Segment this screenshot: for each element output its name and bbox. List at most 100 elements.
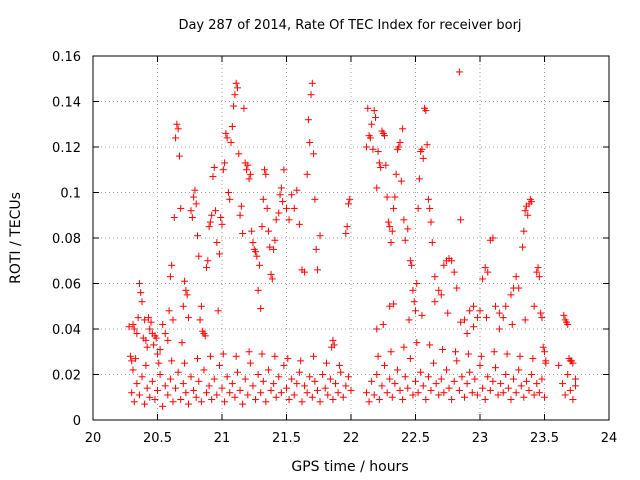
- data-point: [308, 79, 316, 87]
- data-point: [213, 239, 221, 247]
- y-tick-label: 0: [73, 414, 81, 429]
- data-point: [391, 380, 399, 388]
- data-point: [571, 375, 579, 383]
- data-point: [476, 361, 484, 369]
- data-point: [455, 68, 463, 76]
- data-point: [515, 366, 523, 374]
- data-point: [517, 382, 525, 390]
- data-point: [257, 305, 265, 313]
- data-point: [528, 198, 536, 206]
- data-point: [370, 107, 378, 115]
- data-point: [321, 384, 329, 392]
- data-point: [280, 361, 288, 369]
- data-point: [542, 357, 550, 365]
- data-point: [161, 382, 169, 390]
- data-point: [179, 380, 187, 388]
- data-point: [479, 275, 487, 283]
- data-point: [266, 243, 274, 251]
- data-point: [267, 386, 275, 394]
- data-point: [476, 307, 484, 315]
- data-point: [146, 325, 154, 333]
- data-point: [418, 311, 426, 319]
- data-point: [368, 120, 376, 128]
- data-point: [192, 393, 200, 401]
- data-point: [135, 391, 143, 399]
- data-point: [337, 368, 345, 376]
- data-point: [530, 391, 538, 399]
- data-point: [249, 382, 257, 390]
- data-point: [437, 375, 445, 383]
- data-point: [138, 298, 146, 306]
- data-point: [521, 316, 529, 324]
- data-point: [177, 396, 185, 404]
- data-point: [232, 352, 240, 360]
- data-point: [241, 375, 249, 383]
- data-point: [235, 150, 243, 158]
- data-point: [515, 284, 523, 292]
- data-point: [502, 302, 510, 310]
- data-point: [212, 207, 220, 215]
- data-point: [301, 382, 309, 390]
- data-point: [223, 373, 231, 381]
- data-point: [339, 393, 347, 401]
- data-point: [174, 125, 182, 133]
- data-point: [275, 373, 283, 381]
- data-point: [219, 350, 227, 358]
- data-point: [417, 368, 425, 376]
- data-point: [489, 234, 497, 242]
- data-point: [432, 380, 440, 388]
- data-point: [535, 273, 543, 281]
- data-point: [209, 173, 217, 181]
- data-point: [386, 375, 394, 383]
- data-point: [159, 402, 167, 410]
- data-point: [308, 393, 316, 401]
- data-point: [458, 373, 466, 381]
- data-point: [178, 339, 186, 347]
- data-point: [142, 336, 150, 344]
- data-point: [490, 348, 498, 356]
- data-point: [423, 141, 431, 149]
- data-point: [168, 357, 176, 365]
- x-tick-labels: 20 20.5 21 21.5 22 22.5 23 23.5 24: [85, 431, 618, 446]
- data-point: [461, 393, 469, 401]
- data-point: [448, 257, 456, 265]
- y-tick-label: 0.12: [52, 141, 81, 156]
- data-point: [129, 320, 137, 328]
- y-tick-label: 0.02: [52, 369, 81, 384]
- data-point: [414, 204, 422, 212]
- data-point: [188, 214, 196, 222]
- data-point: [316, 232, 324, 240]
- data-point: [520, 393, 528, 401]
- x-tick-label: 22.5: [401, 431, 430, 446]
- data-point: [481, 264, 489, 272]
- x-tick-label: 20.5: [143, 431, 172, 446]
- data-point: [195, 252, 203, 260]
- data-point: [156, 345, 164, 353]
- data-point: [267, 270, 275, 278]
- data-point: [386, 223, 394, 231]
- data-point: [174, 368, 182, 376]
- data-point: [375, 396, 383, 404]
- data-point: [388, 227, 396, 235]
- data-point: [390, 204, 398, 212]
- data-point: [306, 138, 314, 146]
- data-point: [155, 359, 163, 367]
- data-point: [372, 113, 380, 121]
- data-point: [249, 239, 257, 247]
- data-point: [218, 384, 226, 392]
- data-point: [408, 261, 416, 269]
- data-point: [226, 389, 234, 397]
- data-point: [248, 227, 256, 235]
- data-point: [237, 202, 245, 210]
- data-point: [457, 318, 465, 326]
- data-point: [569, 359, 577, 367]
- data-point: [564, 320, 572, 328]
- data-point: [364, 104, 372, 112]
- data-point: [516, 352, 524, 360]
- data-point: [335, 361, 343, 369]
- data-point: [141, 316, 149, 324]
- data-point: [193, 355, 201, 363]
- data-point: [451, 348, 459, 356]
- y-tick-label: 0.08: [52, 232, 81, 247]
- data-point: [257, 389, 265, 397]
